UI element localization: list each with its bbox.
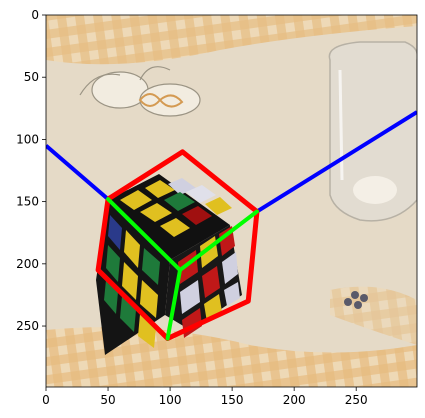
x-tick-label: 250 (345, 393, 368, 407)
y-tick-label: 100 (16, 132, 39, 146)
cube-edge-2 (178, 209, 259, 273)
x-axis: 0 50 100 150 200 250 (42, 387, 368, 407)
x-tick-label: 200 (283, 393, 306, 407)
y-axis: 0 50 100 150 200 250 (16, 8, 46, 333)
horizon-line-right (255, 110, 417, 214)
x-tick-label: 150 (221, 393, 244, 407)
y-tick-label: 200 (16, 257, 39, 271)
y-tick-label: 150 (16, 195, 39, 209)
cube-outline (95, 149, 260, 341)
x-tick-label: 100 (159, 393, 182, 407)
axes-frame (45, 14, 418, 388)
horizon-line-left (46, 144, 110, 201)
cube-edge-1 (106, 197, 183, 273)
x-tick-label: 50 (100, 393, 115, 407)
y-tick-label: 50 (24, 70, 39, 84)
x-tick-label: 0 (42, 393, 50, 407)
y-tick-label: 0 (31, 8, 39, 22)
rubiks-cube-icon (96, 174, 242, 355)
glass-icon (328, 41, 417, 222)
y-tick-label: 250 (16, 319, 39, 333)
photo-background (46, 15, 417, 387)
rabbit-doodle-icon (79, 66, 201, 117)
flower-doodle-icon (344, 291, 368, 309)
bow-doodle-icon (138, 93, 184, 108)
annotation-overlay (46, 110, 417, 341)
cube-edge-3 (165, 268, 183, 341)
